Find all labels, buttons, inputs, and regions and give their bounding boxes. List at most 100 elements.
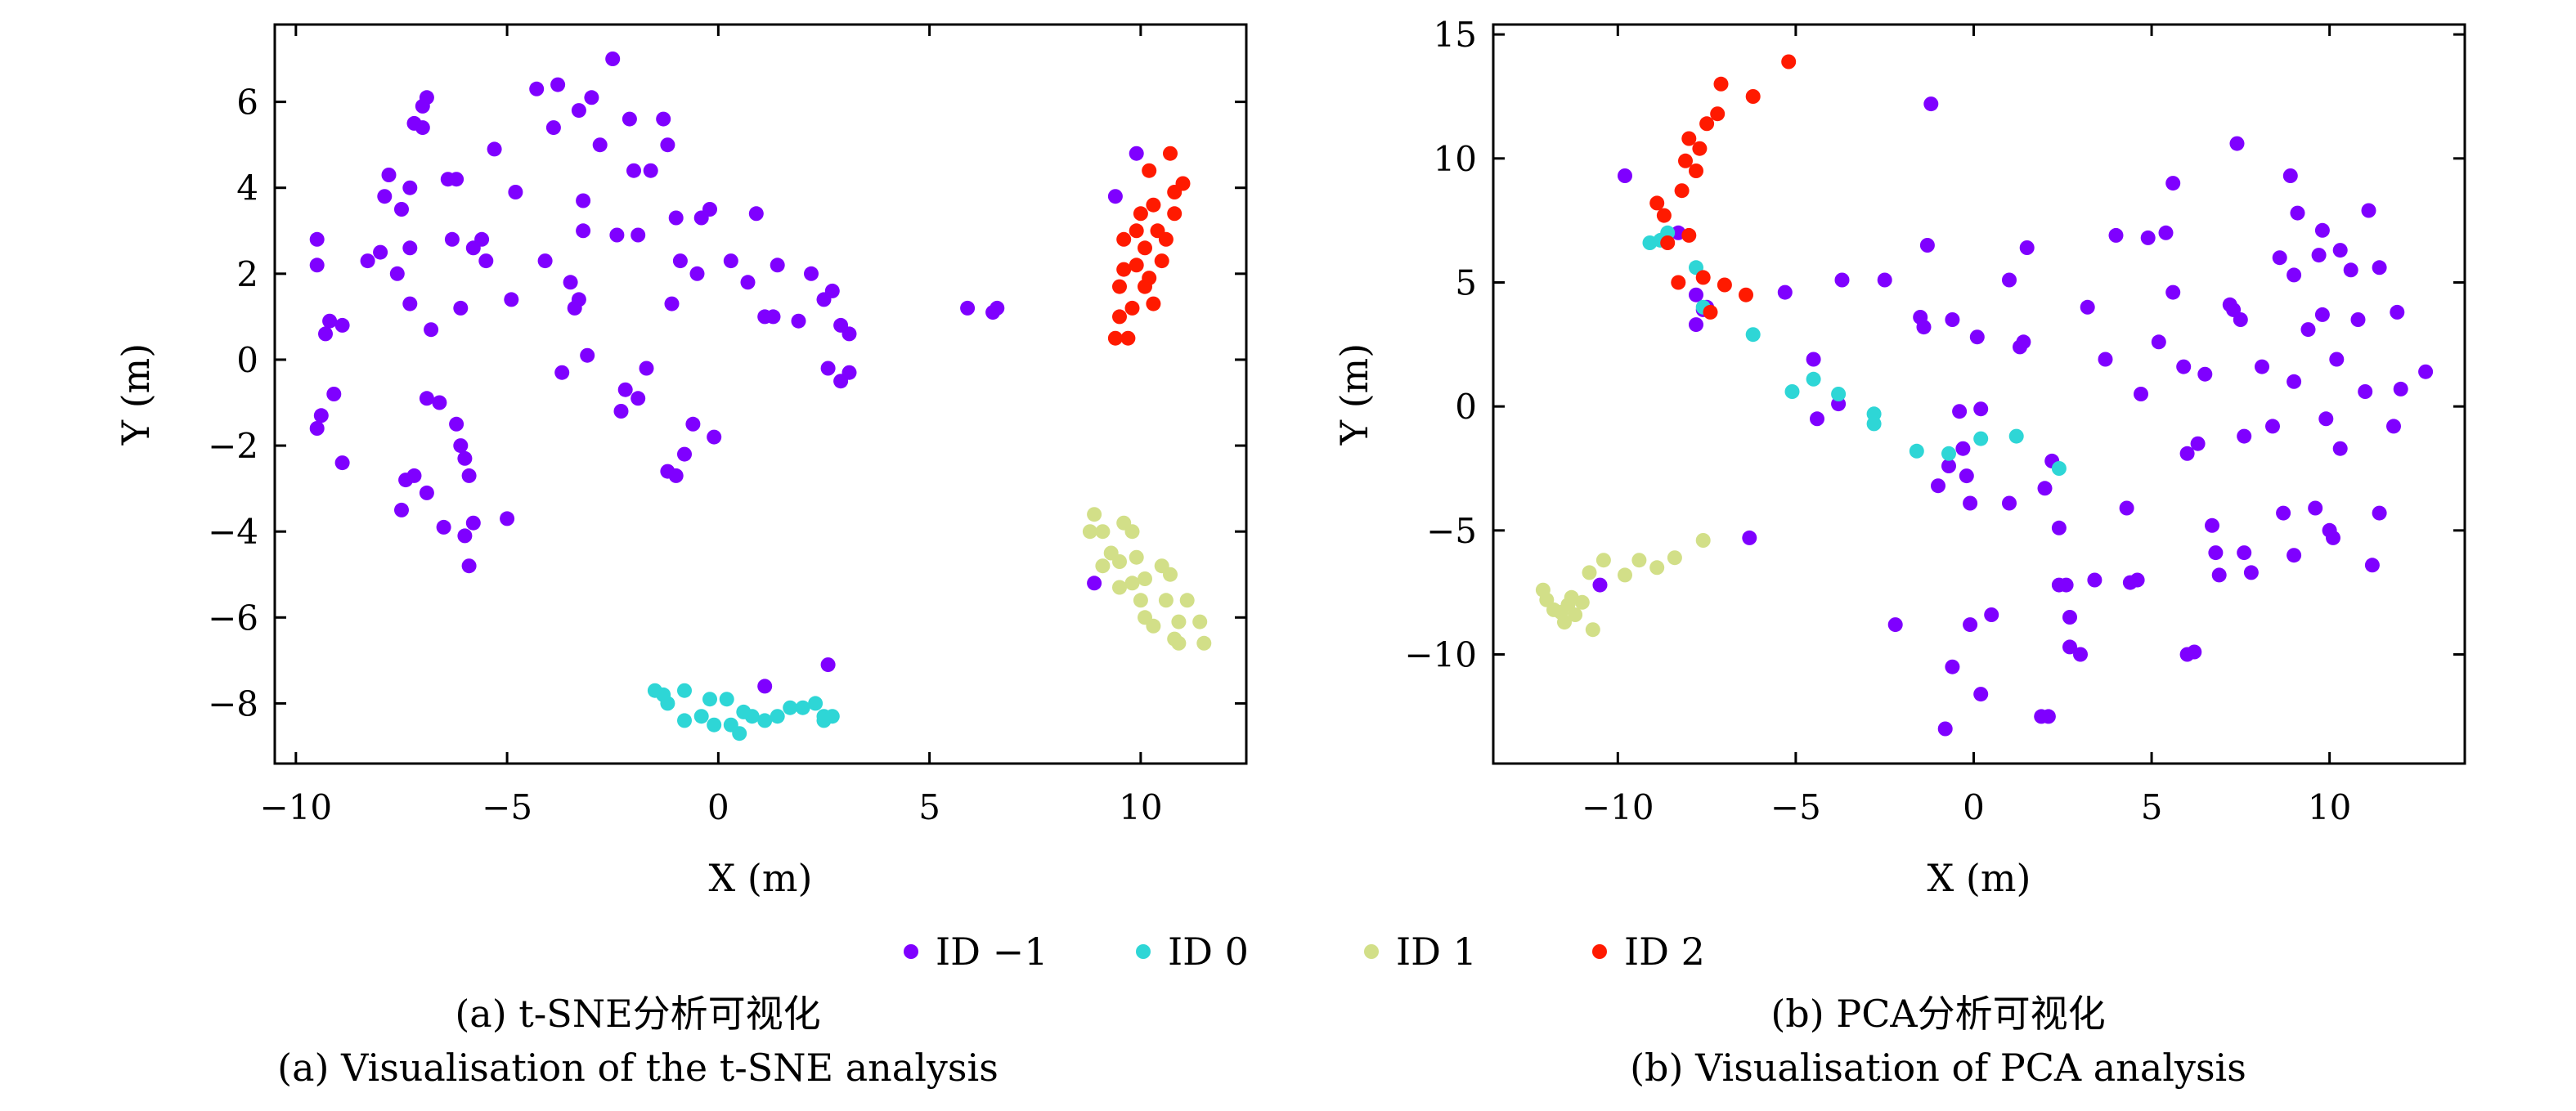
scatter-point (723, 253, 738, 269)
scatter-point (960, 300, 976, 316)
scatter-point (1952, 404, 1968, 419)
scatter-point (1866, 416, 1882, 432)
scatter-point (1124, 300, 1140, 316)
caption-a: (a) t-SNE分析可视化 (a) Visualisation of the … (0, 987, 1276, 1095)
scatter-point (2300, 322, 2316, 338)
scatter-point (1941, 459, 1956, 473)
scatter-point (1973, 401, 1989, 417)
scatter-point (1082, 524, 1097, 540)
scatter-point (1916, 320, 1932, 335)
scatter-point (770, 258, 785, 273)
scatter-point (2119, 500, 2134, 516)
y-tick-label: 10 (1434, 139, 1477, 179)
scatter-point (677, 683, 692, 698)
scatter-point (677, 713, 692, 728)
scatter-point (1963, 617, 1978, 633)
scatter-point (1107, 330, 1123, 346)
y-tick-label: 15 (1434, 15, 1477, 55)
legend-marker (1364, 944, 1379, 959)
scatter-point (1107, 189, 1123, 204)
scatter-point (1945, 312, 1960, 327)
y-tick-label: 4 (236, 168, 258, 208)
x-tick-label: 0 (1963, 787, 1985, 827)
scatter-point (2002, 495, 2017, 511)
scatter-point (1963, 495, 1978, 511)
scatter-point (707, 717, 722, 732)
legend: ID −1 ID 0 ID 1 ID 2 (904, 930, 1705, 974)
x-axis-title: X (m) (1928, 856, 2031, 900)
scatter-point (748, 206, 764, 222)
scatter-point (668, 210, 684, 226)
scatter-point (1681, 131, 1697, 146)
scatter-point (1973, 431, 1989, 446)
scatter-point (453, 438, 469, 454)
scatter-point (2098, 352, 2113, 367)
scatter-point (2002, 272, 2017, 288)
series-3 (1649, 54, 1797, 320)
scatter-point (1810, 411, 1824, 427)
scatter-point (334, 317, 350, 333)
scatter-point (1112, 309, 1127, 325)
scatter-point (1742, 530, 1757, 545)
scatter-point (1695, 533, 1711, 548)
scatter-point (1678, 153, 1693, 168)
scatter-point (381, 168, 397, 182)
x-tick-label: 5 (918, 787, 940, 827)
scatter-point (2314, 307, 2330, 322)
scatter-point (457, 450, 473, 466)
series-3 (1107, 146, 1191, 346)
scatter-point (432, 395, 447, 410)
scatter-point (2151, 334, 2166, 350)
panel-b-pca-plot: −10 −5 0 5 10 −10 −5 0 5 10 15 X (m) Y (m) (1332, 15, 2466, 900)
x-tick-label: 10 (1119, 787, 1162, 827)
scatter-point (1955, 441, 1971, 456)
scatter-point (1909, 443, 1924, 459)
scatter-point (309, 421, 325, 436)
scatter-point (2372, 505, 2387, 521)
scatter-point (1095, 558, 1111, 574)
scatter-point (2205, 517, 2219, 533)
y-axis-title: Y (m) (1332, 343, 1376, 446)
scatter-point (1163, 146, 1178, 161)
scatter-point (537, 253, 553, 269)
scatter-point (1703, 304, 1718, 320)
scatter-point (402, 180, 418, 195)
scatter-point (1681, 227, 1697, 243)
scatter-point (419, 485, 434, 500)
scatter-point (660, 696, 675, 711)
scatter-point (1695, 270, 1711, 285)
series-2 (1535, 533, 1711, 638)
scatter-point (576, 223, 591, 239)
scatter-point (1146, 197, 1161, 213)
scatter-point (1941, 446, 1956, 461)
scatter-point (2016, 334, 2031, 350)
scatter-point (2329, 352, 2345, 367)
scatter-point (1923, 96, 1939, 112)
scatter-point (2418, 364, 2434, 379)
scatter-point (2272, 250, 2287, 266)
legend-label: ID −1 (936, 930, 1048, 974)
scatter-point (2037, 481, 2053, 496)
scatter-point (2393, 381, 2408, 396)
scatter-point (770, 709, 785, 724)
scatter-point (1142, 271, 1157, 286)
scatter-point (1806, 352, 1821, 367)
scatter-point (508, 185, 523, 199)
scatter-point (444, 231, 460, 247)
scatter-point (2350, 312, 2366, 327)
scatter-point (457, 528, 473, 544)
scatter-point (2190, 436, 2206, 451)
scatter-point (1649, 195, 1665, 211)
scatter-point (2197, 366, 2213, 382)
scatter-point (820, 361, 836, 376)
scatter-point (2062, 610, 2077, 625)
scatter-point (2390, 304, 2405, 320)
scatter-point (2287, 267, 2302, 283)
scatter-point (373, 244, 388, 260)
scatter-point (1671, 275, 1686, 290)
scatter-point (1112, 580, 1127, 595)
x-tick-label: −10 (260, 787, 333, 827)
scatter-point (1116, 262, 1132, 277)
scatter-point (550, 77, 566, 92)
scatter-point (1745, 327, 1761, 343)
